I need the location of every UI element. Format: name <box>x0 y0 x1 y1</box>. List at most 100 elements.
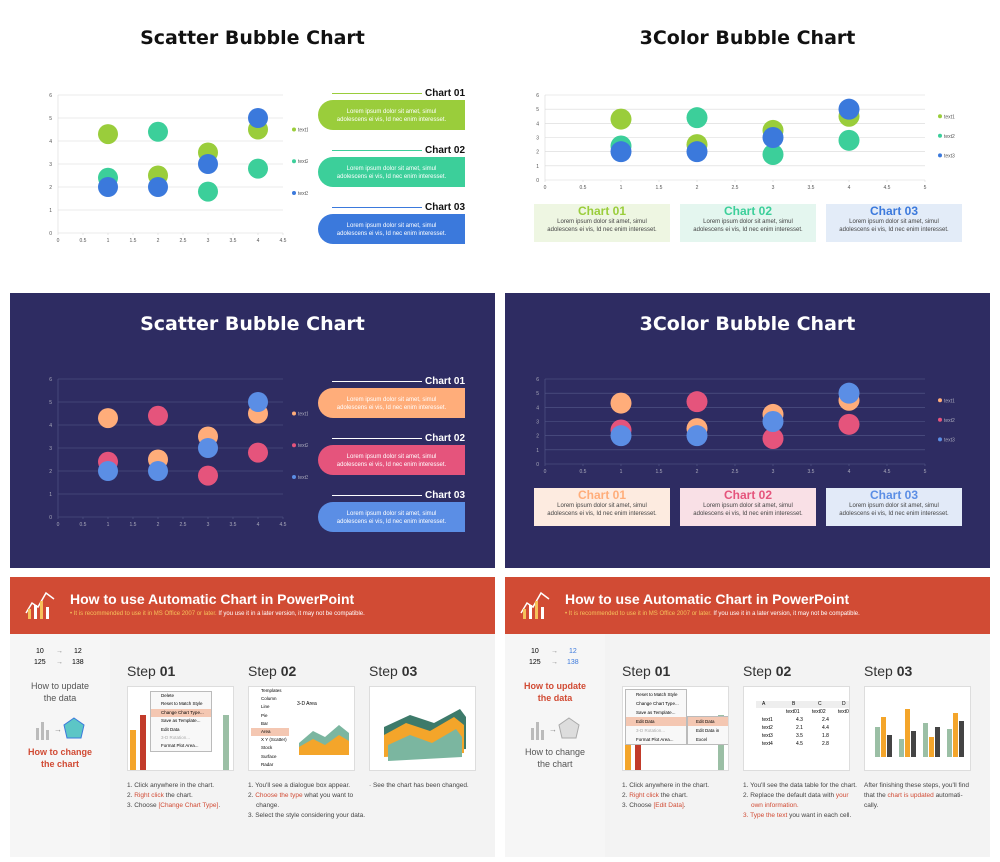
panel-heading: Chart 02 <box>424 433 465 444</box>
chart-type-item[interactable]: Surface <box>261 753 277 759</box>
slide-3color-bubble-dark: 3Color Bubble Chart 0 1 2 3 4 5 6 0 0.5 1 1.5 2 2.5 3… <box>505 293 990 568</box>
card-body-line: Lorem ipsum dolor sit amet, simul <box>849 219 939 225</box>
3d-area-chart <box>384 709 466 761</box>
context-menu-item[interactable]: Reset to Match Style <box>161 701 203 707</box>
bubble-text1 <box>98 124 118 145</box>
sheet-cell[interactable]: text4 <box>762 741 773 747</box>
legend-label: text2 <box>298 159 308 165</box>
sheet-cell[interactable]: text1 <box>762 717 773 723</box>
chart-type-item[interactable]: Templates <box>261 688 282 693</box>
sheet-cell[interactable]: 2.4 <box>822 717 829 723</box>
sheet-cell[interactable]: 3.5 <box>796 733 803 739</box>
x-tick-label: 1 <box>620 469 623 475</box>
x-tick-label: 5 <box>924 185 927 191</box>
step-01-heading: Step 01 <box>127 663 176 679</box>
sheet-cell[interactable]: 4.5 <box>796 741 803 747</box>
context-menu-item[interactable]: Edit Data <box>161 726 180 732</box>
context-menu-item[interactable]: Format Plot Area... <box>636 737 674 742</box>
sheet-cell[interactable]: 2.8 <box>822 741 829 747</box>
panel-body-line: adolescens ei vis, Id nec enim interesse… <box>336 519 447 525</box>
panel-heading: Chart 01 <box>424 376 465 387</box>
sheet-cell[interactable]: 4.4 <box>822 725 829 731</box>
legend-marker <box>938 437 942 442</box>
x-tick-label: 4.5 <box>884 185 891 191</box>
bubble-text3 <box>98 177 118 197</box>
context-menu-item[interactable]: 3-D Rotation... <box>161 735 191 741</box>
y-tick-label: 3 <box>49 446 52 452</box>
sheet-header-row: text01 text02 text03 <box>786 709 849 715</box>
context-menu-item-selected[interactable]: Edit Data <box>626 717 686 726</box>
card-body-line: Lorem ipsum dolor sit amet, simul <box>557 219 647 225</box>
sheet-cell[interactable]: 4.3 <box>796 717 803 723</box>
chart-type-item[interactable]: Line <box>261 704 270 710</box>
panel-body-line: Lorem ipsum dolor sit amet, simul <box>346 454 437 460</box>
x-tick-label: 1 <box>107 522 110 528</box>
chart-type-item[interactable]: Bar <box>261 720 269 726</box>
chart-type-item[interactable]: Radar <box>261 761 274 767</box>
sheet-cell[interactable]: text3 <box>762 733 773 739</box>
panel-body-line: Lorem ipsum dolor sit amet, simul <box>346 511 437 517</box>
context-menu-item[interactable]: Save as Template... <box>161 718 201 724</box>
card-heading: Chart 01 <box>577 204 627 218</box>
legend-marker <box>938 398 942 403</box>
step-03-heading: Step 03 <box>864 663 913 679</box>
x-tick-label: 0.5 <box>580 185 587 191</box>
y-tick-label: 5 <box>536 107 539 113</box>
x-tick-label: 1 <box>620 185 623 191</box>
legend-label: text3 <box>944 153 955 159</box>
how-to-update-label[interactable]: How to update the data <box>30 681 90 703</box>
bubble-text2 <box>148 121 168 142</box>
context-menu-item[interactable]: Change Chart Type... <box>636 701 679 706</box>
x-tick-label: 1.5 <box>656 185 663 191</box>
step-03-heading: Step 03 <box>369 663 418 679</box>
submenu: Edit Data Edit Data in Excel <box>687 716 728 745</box>
card-body: Lorem ipsum dolor sit amet, simul adolesc… <box>680 215 816 234</box>
legend-marker <box>938 133 942 138</box>
context-menu-item[interactable]: Format Plot Area... <box>161 743 199 749</box>
sheet-row: text2 2.1 4.4 <box>756 725 849 732</box>
context-menu-item-selected[interactable]: Change Chart Type... <box>151 708 211 718</box>
chart-card: Chart 03 Lorem ipsum dolor sit amet, simu… <box>826 204 962 242</box>
x-tick-label: 4.5 <box>884 469 891 475</box>
submenu-item-selected[interactable]: Edit Data <box>688 717 728 726</box>
y-tick-label: 2 <box>536 434 539 440</box>
mini-data-icon: 10 → 12 125 → 138 <box>529 648 579 666</box>
y-tick-label: 1 <box>536 164 539 170</box>
y-tick-label: 5 <box>49 400 52 406</box>
sheet-cell[interactable]: 2.1 <box>796 725 803 731</box>
how-to-change-label[interactable]: How to change the chart <box>524 747 586 769</box>
submenu-item[interactable]: Edit Data in Excel <box>696 728 720 742</box>
chart-card: Chart 01 Lorem ipsum dolor sit amet, simu… <box>534 488 670 526</box>
bubble-text2 <box>762 428 784 449</box>
bubble-text3 <box>686 425 708 447</box>
sheet-cell[interactable]: 1.8 <box>822 733 829 739</box>
x-tick-label: 1 <box>107 238 110 244</box>
chart-type-item-selected[interactable]: Area <box>251 728 289 737</box>
context-menu-item[interactable]: 3-D Rotation... <box>636 728 666 733</box>
chart-type-item[interactable]: Pie <box>261 712 268 718</box>
card-body: Lorem ipsum dolor sit amet, simul adolesc… <box>680 499 816 518</box>
context-menu-item[interactable]: Delete <box>161 693 175 698</box>
x-tick-label: 2.5 <box>732 185 739 191</box>
how-to-update-label[interactable]: How to update the data <box>524 681 586 703</box>
context-menu-item[interactable]: Reset to Match Style <box>636 692 678 697</box>
sheet-row: text3 3.5 1.8 <box>756 733 849 740</box>
panel-heading: Chart 03 <box>424 490 465 501</box>
howto-title: How to use Automatic Chart in PowerPoint <box>565 591 850 607</box>
chart-type-item[interactable]: Stock <box>261 745 273 751</box>
context-menu-item[interactable]: Save as Template... <box>636 710 676 715</box>
y-tick-label: 0 <box>49 231 52 237</box>
y-tick-label: 4 <box>536 405 539 411</box>
card-heading: Chart 03 <box>869 488 919 502</box>
card-heading: Chart 01 <box>577 488 627 502</box>
howto-subtitle: • It is recommended to use it in MS Offi… <box>70 611 365 617</box>
sheet-cell[interactable]: text2 <box>762 725 773 731</box>
how-to-change-label[interactable]: How to change the chart <box>28 747 93 769</box>
howto-title: How to use Automatic Chart in PowerPoint <box>70 591 355 607</box>
chart-type-item[interactable]: X Y (Scatter) <box>261 737 287 743</box>
chart-card: Chart 02 Lorem ipsum dolor sit amet, simu… <box>680 488 816 526</box>
chart-type-item[interactable]: Column <box>261 696 277 702</box>
card-heading: Chart 02 <box>723 204 773 218</box>
step-02-text: 1. You'll see a dialogue box appear. 2. … <box>248 782 366 819</box>
illustration-bar <box>899 739 904 757</box>
